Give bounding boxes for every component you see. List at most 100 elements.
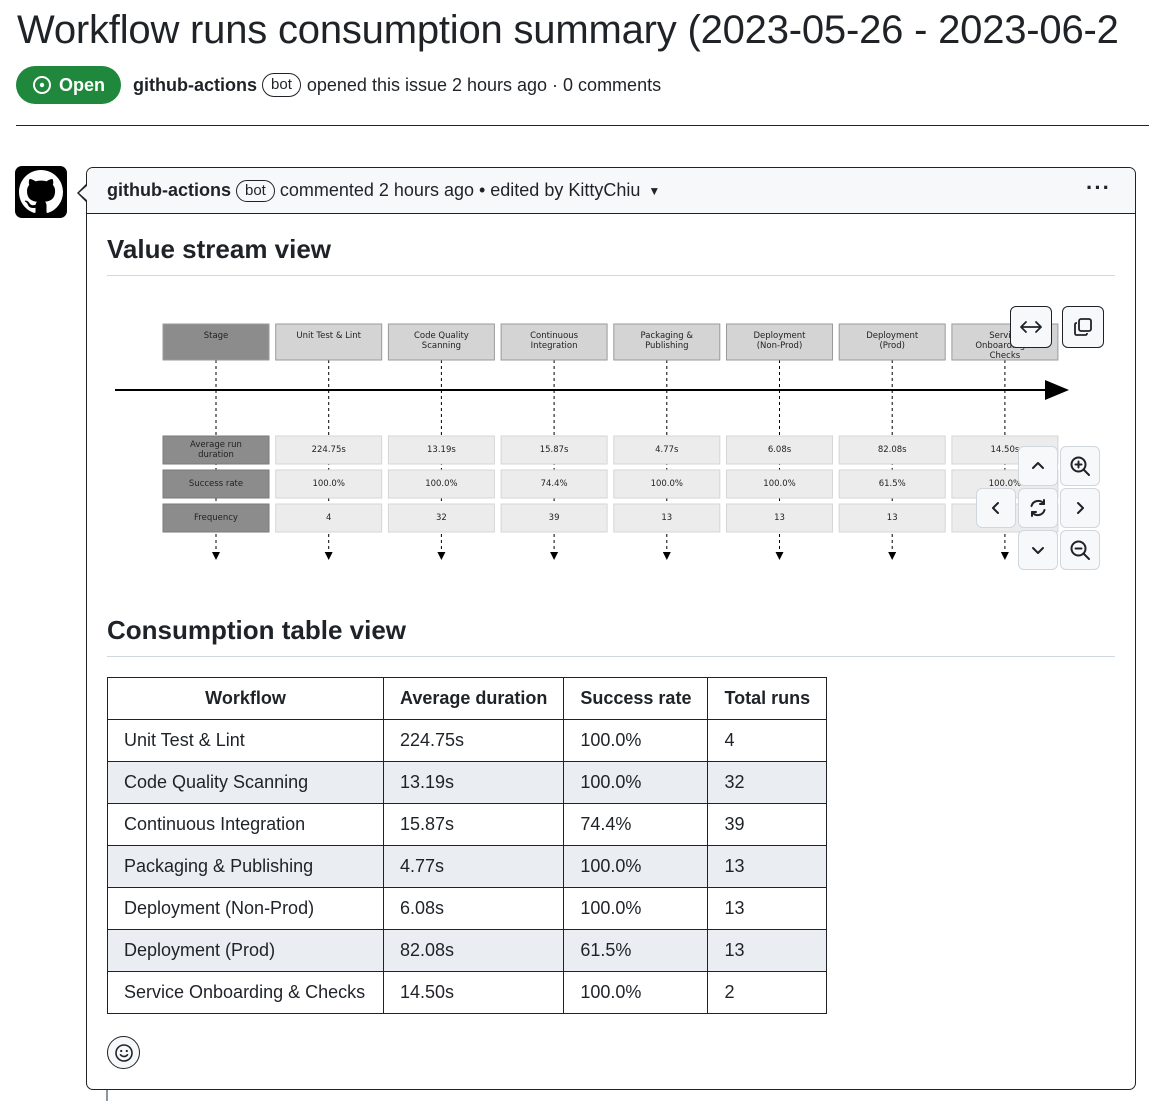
metric-cell <box>838 469 946 499</box>
github-mark-icon <box>19 170 63 213</box>
fullscreen-button[interactable] <box>1010 306 1052 348</box>
metric-cell <box>726 503 833 533</box>
stage-box <box>275 323 383 361</box>
pan-down-button[interactable] <box>1018 530 1058 570</box>
edit-history-dropdown-icon[interactable]: ▼ <box>648 183 661 198</box>
table-row: Deployment (Non-Prod) 6.08s 100.0% 13 <box>107 887 828 930</box>
metric-cell <box>726 469 833 499</box>
metric-value: 224.75s <box>312 445 347 455</box>
metric-cell <box>500 435 608 465</box>
workflow-cell: Service Onboarding & Checks <box>107 971 384 1014</box>
metric-cell <box>613 469 721 499</box>
stage-label-box <box>162 323 270 361</box>
copy-icon <box>1074 318 1092 336</box>
metric-value: 100.0% <box>312 479 344 489</box>
metric-value: 6.08s <box>768 445 792 455</box>
value-stream-svg: Stage Average run duration Success rate Freq… <box>115 323 1069 560</box>
stage-name: Code Quality Scanning <box>414 331 469 351</box>
comment-meta: commented 2 hours ago • edited by KittyC… <box>279 180 641 200</box>
pan-up-button[interactable] <box>1018 446 1058 486</box>
stage-box <box>838 323 946 361</box>
workflow-cell: Code Quality Scanning <box>107 761 384 804</box>
sync-icon <box>1030 499 1046 517</box>
duration-cell: 4.77s <box>382 845 565 888</box>
metric-cell <box>275 469 383 499</box>
pan-right-button[interactable] <box>1060 488 1100 528</box>
metric-value: 4 <box>326 513 331 523</box>
bot-label: bot <box>262 73 301 97</box>
zoom-out-icon <box>1070 540 1090 560</box>
comment-author-link[interactable]: github-actions <box>107 180 231 200</box>
consumption-heading: Consumption table view <box>107 615 407 645</box>
issue-meta-text: opened this issue 2 hours ago · 0 commen… <box>306 74 662 95</box>
author-avatar[interactable] <box>15 166 67 218</box>
stage-label-text: Stage <box>204 331 229 341</box>
metric-value: 32 <box>436 513 447 523</box>
duration-cell: 13.19s <box>382 761 565 804</box>
metric-value: 13 <box>887 513 898 523</box>
metric-value: 14.50s <box>991 445 1020 455</box>
metric-value: 100.0% <box>425 479 457 489</box>
table-header-row: Workflow Average duration Success rate T… <box>107 677 828 720</box>
issue-state-label: Open <box>59 74 106 95</box>
column-header-total-runs: Total runs <box>707 677 828 720</box>
metric-cell <box>838 503 946 533</box>
comment-box: github-actions bot commented 2 hours ago… <box>86 167 1136 1090</box>
stage-name: Service Onboarding & Checks <box>975 331 1034 361</box>
metric-cell <box>387 435 495 465</box>
metric-cell <box>613 435 721 465</box>
total-runs-cell: 13 <box>707 929 828 972</box>
stage-box <box>387 323 495 361</box>
metric-cell <box>500 503 608 533</box>
workflow-cell: Deployment (Prod) <box>107 929 384 972</box>
metric-label-text: Frequency <box>194 513 238 523</box>
consumption-rule <box>107 656 1115 657</box>
expand-horizontal-icon <box>1020 321 1042 333</box>
smiley-icon <box>114 1043 133 1062</box>
metric-value: 39 <box>549 513 560 523</box>
success-rate-cell: 74.4% <box>563 803 709 846</box>
table-row: Continuous Integration 15.87s 74.4% 39 <box>107 803 828 846</box>
copy-button[interactable] <box>1062 306 1104 348</box>
stage-box <box>613 323 721 361</box>
metric-value: 61.5% <box>879 479 906 489</box>
timeline-connector <box>106 1090 108 1101</box>
metric-value: 100.0% <box>989 479 1021 489</box>
metric-cell <box>726 435 833 465</box>
issue-state-badge: Open <box>16 66 122 104</box>
workflow-cell: Packaging & Publishing <box>107 845 384 888</box>
metric-label-box <box>162 435 270 465</box>
stage-name: Unit Test & Lint <box>296 331 361 341</box>
chevron-up-icon <box>1032 462 1044 469</box>
metric-cell <box>275 503 383 533</box>
zoom-out-button[interactable] <box>1060 530 1100 570</box>
metric-value: 4.77s <box>655 445 679 455</box>
add-reaction-button[interactable] <box>107 1036 140 1069</box>
column-header-workflow: Workflow <box>107 677 384 720</box>
value-stream-heading: Value stream view <box>107 234 332 264</box>
metric-value: 15.87s <box>540 445 569 455</box>
zoom-in-button[interactable] <box>1060 446 1100 486</box>
reset-view-button[interactable] <box>1018 488 1058 528</box>
duration-cell: 15.87s <box>382 803 565 846</box>
title-divider <box>16 125 1149 126</box>
metric-cell <box>275 435 383 465</box>
metric-value: 74.4% <box>541 479 568 489</box>
table-row: Deployment (Prod) 82.08s 61.5% 13 <box>107 929 828 972</box>
issue-author-link[interactable]: github-actions <box>133 74 258 95</box>
total-runs-cell: 13 <box>707 887 828 930</box>
value-stream-diagram[interactable]: Stage Average run duration Success rate Freq… <box>107 308 1115 598</box>
comment-menu-icon[interactable]: ··· <box>1086 175 1111 200</box>
stage-name: Deployment (Prod) <box>866 331 919 351</box>
value-stream-rule <box>107 275 1115 276</box>
stage-name: Deployment (Non-Prod) <box>754 331 807 351</box>
pan-left-button[interactable] <box>976 488 1016 528</box>
total-runs-cell: 13 <box>707 845 828 888</box>
success-rate-cell: 100.0% <box>563 971 709 1014</box>
stage-name: Packaging & Publishing <box>641 331 694 351</box>
metric-cell <box>500 469 608 499</box>
stage-name: Continuous Integration <box>530 331 579 351</box>
metric-value: 13 <box>774 513 785 523</box>
total-runs-cell: 4 <box>707 719 828 762</box>
total-runs-cell: 32 <box>707 761 828 804</box>
